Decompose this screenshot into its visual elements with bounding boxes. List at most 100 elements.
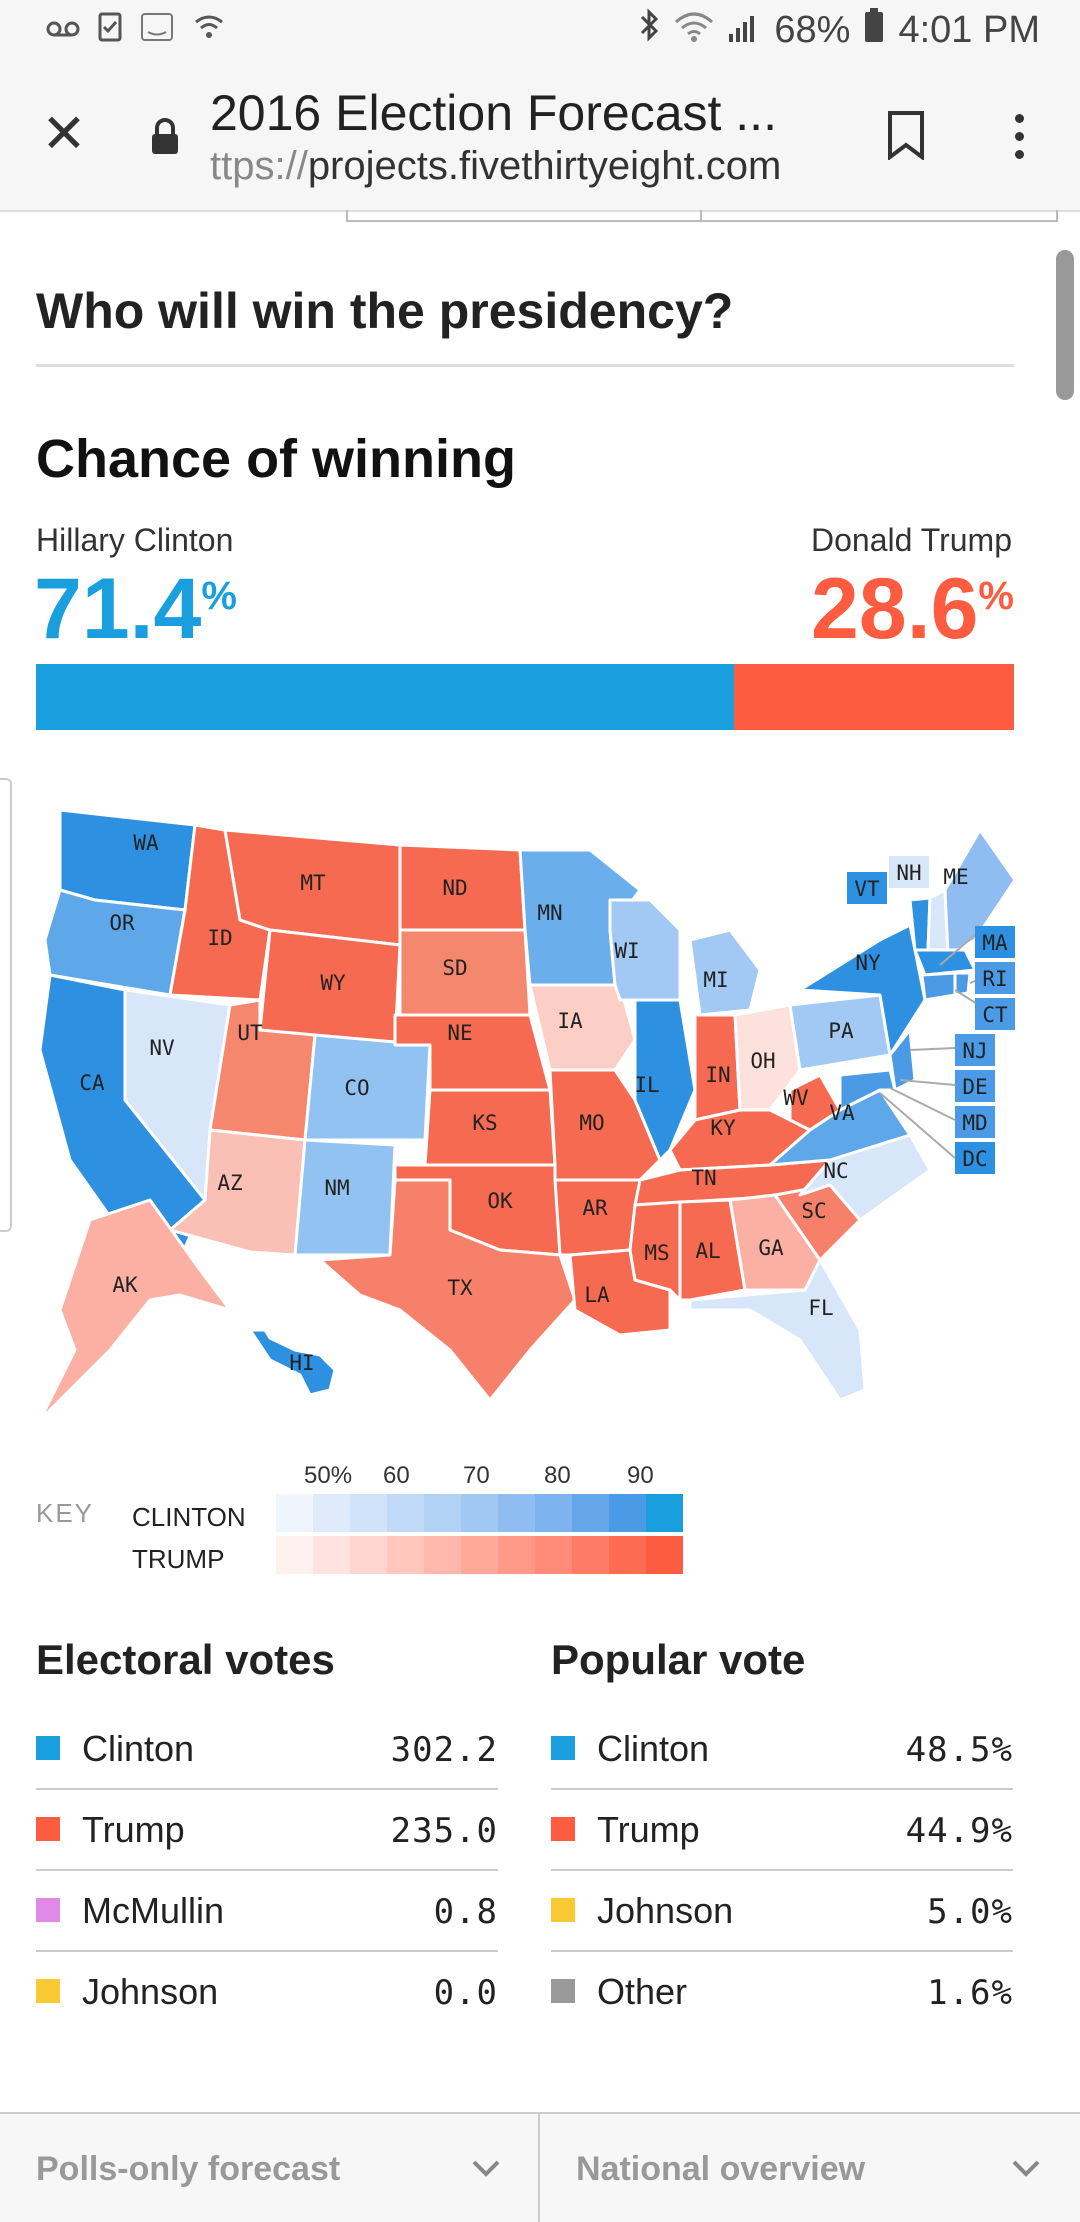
battery-percent: 68% [774, 8, 851, 51]
state-label-ms[interactable]: MS [644, 1241, 669, 1265]
clinton-pct-sign: % [201, 574, 237, 618]
state-label-ia[interactable]: IA [557, 1009, 583, 1033]
presidency-heading: Who will win the presidency? [36, 283, 734, 339]
state-label-il[interactable]: IL [634, 1073, 659, 1097]
state-label-nd[interactable]: ND [442, 876, 467, 900]
key-swatch [572, 1494, 609, 1532]
state-label-al[interactable]: AL [695, 1239, 720, 1263]
url-bar[interactable]: ttps://projects.fivethirtyeight.com [210, 144, 781, 189]
state-label-ca[interactable]: CA [79, 1071, 105, 1095]
state-label-oh[interactable]: OH [750, 1049, 775, 1073]
key-swatch [646, 1536, 683, 1574]
close-icon[interactable]: ✕ [41, 104, 87, 164]
state-label-pa[interactable]: PA [828, 1019, 854, 1043]
key-tick-90: 90 [627, 1462, 654, 1489]
clinton-pct-value: 71.4 [34, 561, 202, 657]
state-label-ky[interactable]: KY [710, 1116, 736, 1140]
signal-icon [728, 9, 760, 52]
state-label-ny[interactable]: NY [855, 951, 881, 975]
state-label-ak[interactable]: AK [112, 1273, 138, 1297]
state-forecast-map[interactable]: WA OR CA ID NV MT WY UT AZ CO NM ND SD NE KS OK TX MN IA MO… [30, 790, 1020, 1420]
state-label-va[interactable]: VA [829, 1101, 855, 1125]
legend-swatch [36, 1817, 60, 1841]
chevron-down-icon [472, 2160, 500, 2177]
state-label-nm[interactable]: NM [324, 1176, 349, 1200]
state-label-mn[interactable]: MN [537, 901, 562, 925]
tab-strip-edge [346, 210, 1058, 222]
state-label-vt[interactable]: VT [854, 877, 880, 901]
state-label-id[interactable]: ID [207, 926, 232, 950]
legend-swatch [551, 1736, 575, 1760]
legend-swatch [551, 1898, 575, 1922]
state-tx [318, 1178, 577, 1402]
key-swatch [535, 1494, 572, 1532]
state-label-ne[interactable]: NE [447, 1021, 472, 1045]
state-label-mt[interactable]: MT [300, 871, 326, 895]
state-label-ar[interactable]: AR [582, 1196, 608, 1220]
state-label-or[interactable]: OR [109, 911, 135, 935]
state-label-md[interactable]: MD [962, 1111, 987, 1135]
bottom-selects: Polls-only forecast National overview [0, 2112, 1080, 2222]
legend-swatch [551, 1817, 575, 1841]
state-label-ok[interactable]: OK [487, 1189, 513, 1213]
candidate-name: Trump [597, 1809, 700, 1850]
state-oh [733, 1003, 802, 1112]
lock-icon[interactable] [150, 118, 180, 161]
state-label-in[interactable]: IN [705, 1063, 730, 1087]
row-divider [36, 1869, 498, 1871]
scrollbar-thumb[interactable] [1056, 250, 1074, 400]
state-label-wv[interactable]: WV [783, 1086, 809, 1110]
state-wv [788, 1073, 842, 1132]
row-divider [551, 1788, 1013, 1790]
state-ma [913, 948, 977, 977]
side-drawer-handle[interactable] [0, 778, 12, 1232]
state-label-de[interactable]: DE [962, 1075, 987, 1099]
clock: 4:01 PM [898, 8, 1040, 51]
overflow-menu-icon[interactable] [1004, 114, 1034, 164]
state-label-nc[interactable]: NC [823, 1159, 848, 1183]
state-label-nj[interactable]: NJ [962, 1039, 987, 1063]
state-label-wa[interactable]: WA [133, 831, 159, 855]
chevron-down-icon [1012, 2160, 1040, 2177]
bluetooth-icon [638, 8, 660, 52]
url-host: projects.fivethirtyeight.com [307, 144, 782, 188]
state-label-nh[interactable]: NH [896, 861, 921, 885]
state-label-mi[interactable]: MI [703, 968, 728, 992]
state-label-tx[interactable]: TX [447, 1276, 473, 1300]
state-label-ma[interactable]: MA [982, 931, 1008, 955]
key-swatch [498, 1494, 535, 1532]
amazon-app-icon [140, 12, 174, 49]
state-label-fl[interactable]: FL [808, 1296, 833, 1320]
state-label-wi[interactable]: WI [614, 939, 639, 963]
key-swatch [424, 1494, 461, 1532]
state-label-hi[interactable]: HI [289, 1351, 314, 1375]
state-label-sc[interactable]: SC [801, 1199, 826, 1223]
key-swatch [609, 1536, 646, 1574]
state-label-co[interactable]: CO [344, 1076, 369, 1100]
key-row-clinton: CLINTON [132, 1502, 246, 1532]
state-label-dc[interactable]: DC [962, 1147, 987, 1171]
vote-value: 1.6% [927, 1973, 1013, 2013]
region-select[interactable]: National overview [540, 2114, 1080, 2222]
state-label-ut[interactable]: UT [237, 1021, 263, 1045]
state-label-me[interactable]: ME [943, 865, 968, 889]
forecast-select[interactable]: Polls-only forecast [0, 2114, 538, 2222]
state-label-ct[interactable]: CT [982, 1003, 1008, 1027]
state-label-sd[interactable]: SD [442, 956, 467, 980]
vote-value: 0.0 [433, 1973, 498, 2013]
page-title[interactable]: 2016 Election Forecast ... [210, 85, 777, 141]
state-label-la[interactable]: LA [584, 1283, 610, 1307]
select-divider [538, 2114, 540, 2222]
wifi-icon [674, 9, 714, 52]
state-label-ks[interactable]: KS [472, 1111, 497, 1135]
state-label-ga[interactable]: GA [758, 1236, 784, 1260]
state-label-wy[interactable]: WY [320, 971, 346, 995]
state-label-mo[interactable]: MO [579, 1111, 604, 1135]
state-label-tn[interactable]: TN [691, 1166, 716, 1190]
state-label-az[interactable]: AZ [217, 1171, 242, 1195]
key-swatch [350, 1494, 387, 1532]
table-row: McMullin 0.8 [36, 1872, 498, 1952]
state-label-ri[interactable]: RI [982, 967, 1007, 991]
bookmark-icon[interactable] [886, 110, 926, 165]
state-label-nv[interactable]: NV [149, 1036, 175, 1060]
